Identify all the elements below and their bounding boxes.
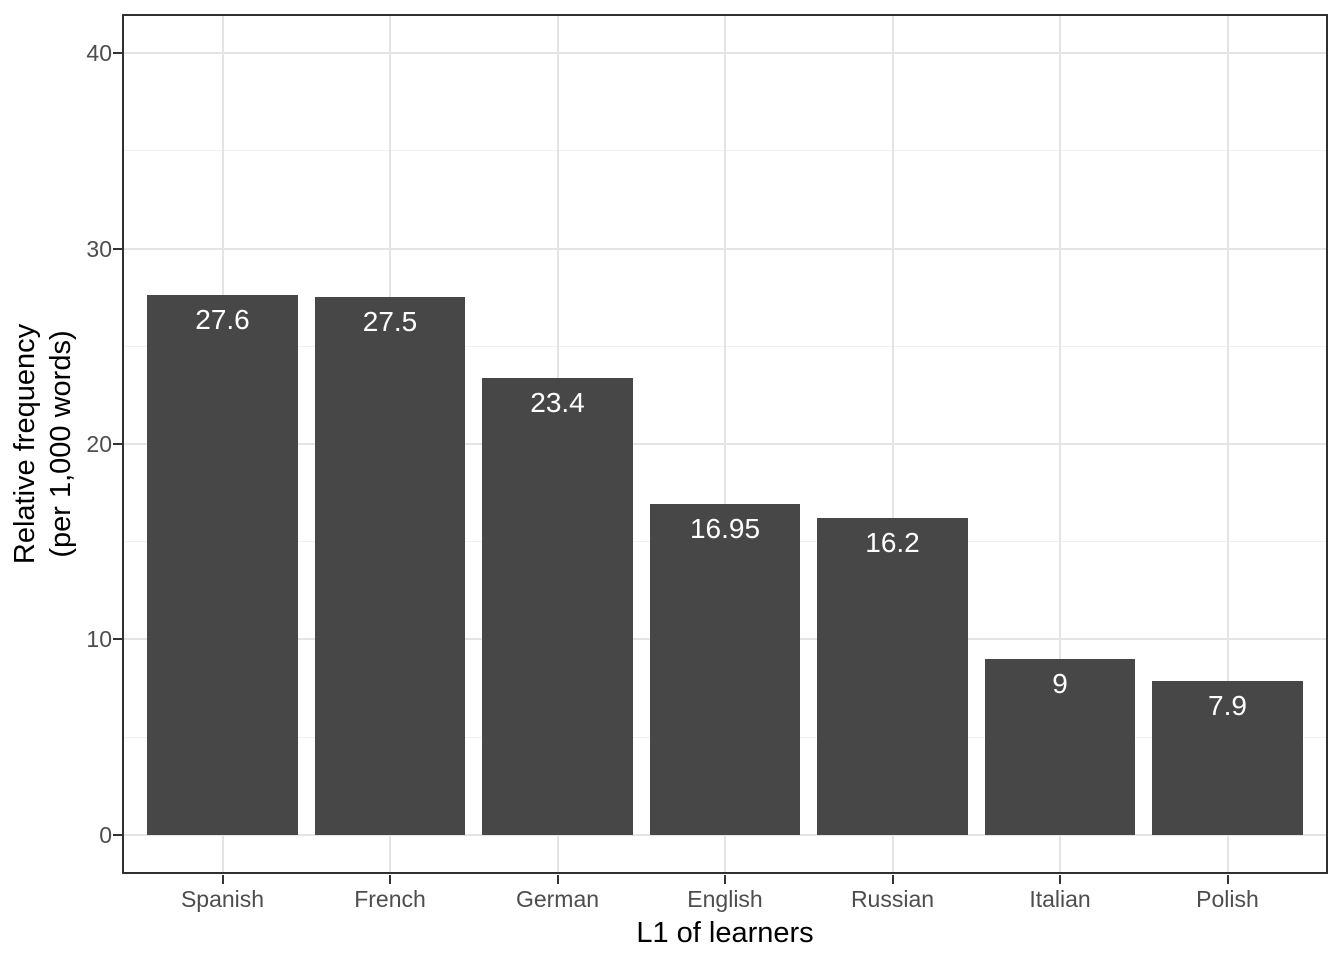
- y-tick-label-20: 20: [86, 431, 112, 457]
- bar-russian: 16.2: [817, 518, 968, 835]
- vertical-gridline-polish: [1226, 14, 1229, 874]
- y-tick-label-40: 40: [86, 40, 112, 67]
- bar-value-label: 9: [1052, 668, 1068, 699]
- y-tick-label-10: 10: [86, 626, 112, 653]
- x-tick-mark-english: [724, 875, 726, 884]
- y-tick-mark-40: [113, 52, 122, 55]
- y-tick-label-30: 30: [86, 235, 112, 262]
- vertical-gridline-russian: [891, 14, 894, 874]
- vertical-gridline-english: [724, 14, 726, 874]
- bar-value-label: 27.5: [362, 306, 418, 338]
- y-axis-title-line1: Relative frequency: [8, 323, 41, 565]
- y-tick-mark-10: [113, 638, 122, 641]
- bar-value-label: 23.4: [530, 386, 585, 418]
- bar-english: 16.95: [649, 503, 801, 835]
- bar-value-label: 16.2: [865, 527, 920, 559]
- x-tick-label-polish: Polish: [1196, 886, 1259, 912]
- x-tick-label-russian: Russian: [850, 886, 935, 912]
- x-tick-label-spanish: Spanish: [180, 886, 265, 912]
- x-tick-mark-russian: [891, 875, 894, 884]
- x-axis-title: L1 of learners: [636, 917, 814, 949]
- x-tick-mark-italian: [1059, 875, 1061, 884]
- bar-value-label: 7.9: [1208, 689, 1247, 721]
- bar-spanish: 27.6: [147, 295, 298, 835]
- bar-value-label: 16.95: [689, 512, 761, 544]
- bar-polish: 7.9: [1152, 680, 1303, 835]
- x-tick-mark-spanish: [221, 875, 224, 884]
- vertical-gridline-italian: [1059, 14, 1061, 874]
- y-tick-label-0: 0: [99, 821, 112, 848]
- x-tick-label-german: German: [515, 886, 600, 912]
- bar-value-label: 27.6: [195, 304, 250, 336]
- x-tick-label-french: French: [354, 886, 426, 912]
- y-axis-title: Relative frequency (per 1,000 words): [7, 324, 80, 564]
- bar-german: 23.4: [482, 377, 633, 835]
- bar-italian: 9: [984, 659, 1136, 835]
- bar-french: 27.5: [314, 297, 466, 835]
- x-tick-label-english: English: [687, 886, 763, 912]
- plot-panel: 27.6 27.5 23.4 16.95 16.2 9 7.9: [122, 14, 1328, 874]
- x-tick-mark-french: [389, 875, 391, 884]
- y-axis-title-line2: (per 1,000 words): [45, 330, 77, 558]
- x-tick-label-italian: Italian: [1029, 886, 1091, 912]
- x-tick-mark-german: [556, 875, 559, 884]
- y-tick-mark-20: [113, 443, 122, 445]
- y-tick-mark-30: [113, 247, 122, 250]
- y-tick-mark-0: [113, 833, 122, 836]
- x-tick-mark-polish: [1226, 875, 1229, 884]
